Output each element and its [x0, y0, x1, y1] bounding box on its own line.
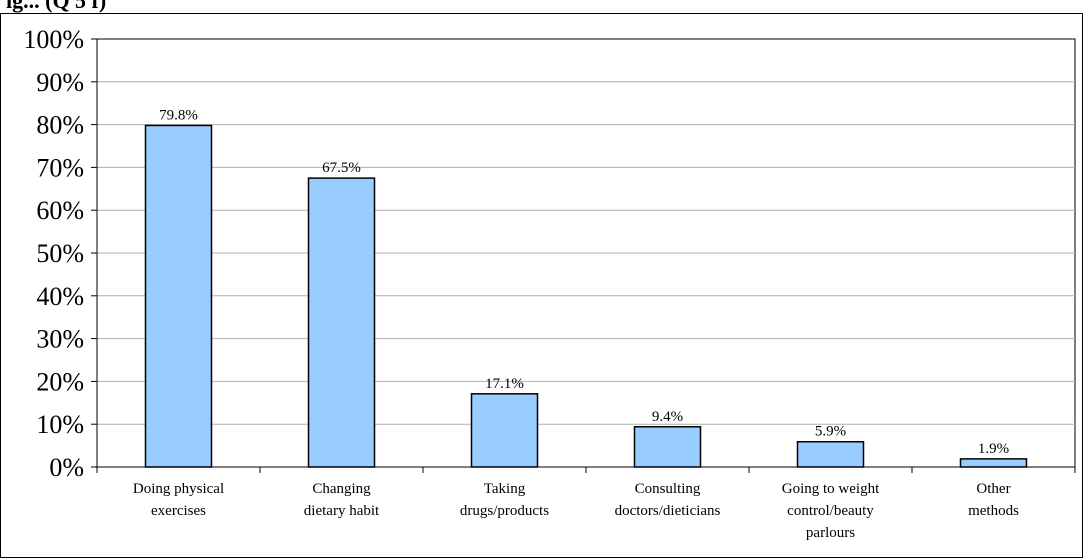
y-tick-label: 0%: [49, 453, 84, 482]
bar: [959, 458, 1028, 468]
y-tick-label: 40%: [36, 282, 84, 311]
bar: [796, 440, 865, 468]
chart-frame: [0, 13, 1083, 558]
x-category-label: Consulting: [635, 481, 701, 497]
x-category-label: Taking: [484, 481, 526, 497]
y-tick-label: 60%: [36, 196, 84, 225]
clipped-figure-caption: ig... (Q 5 f): [0, 0, 1084, 14]
y-tick-label: 70%: [36, 153, 84, 182]
bar: [470, 393, 539, 468]
y-tick-label: 30%: [36, 325, 84, 354]
data-label: 17.1%: [485, 376, 524, 392]
x-category-label: drugs/products: [460, 503, 549, 519]
x-category-label: methods: [968, 503, 1019, 519]
x-category-label: Changing: [312, 481, 371, 497]
y-tick-label: 80%: [36, 111, 84, 140]
data-label: 9.4%: [652, 409, 683, 425]
x-category-label: dietary habit: [304, 503, 380, 519]
bar: [633, 426, 702, 468]
x-category-label: doctors/dieticians: [615, 503, 721, 519]
x-category-label: Going to weight: [782, 481, 880, 497]
x-category-label: Other: [976, 481, 1010, 497]
y-tick-label: 10%: [36, 410, 84, 439]
data-label: 67.5%: [322, 160, 361, 176]
x-category-label: Doing physical: [133, 481, 224, 497]
data-label: 1.9%: [978, 441, 1009, 457]
y-tick-label: 100%: [23, 25, 84, 54]
x-category-label: parlours: [806, 525, 855, 541]
bar: [144, 124, 213, 468]
data-label: 5.9%: [815, 424, 846, 440]
bar: [307, 177, 376, 468]
caption-fragment: ig... (Q 5 f): [6, 0, 107, 13]
y-tick-label: 20%: [36, 367, 84, 396]
x-category-label: control/beauty: [787, 503, 874, 519]
y-tick-label: 50%: [36, 239, 84, 268]
y-tick-label: 90%: [36, 68, 84, 97]
x-category-label: exercises: [151, 503, 206, 519]
data-label: 79.8%: [159, 107, 198, 123]
